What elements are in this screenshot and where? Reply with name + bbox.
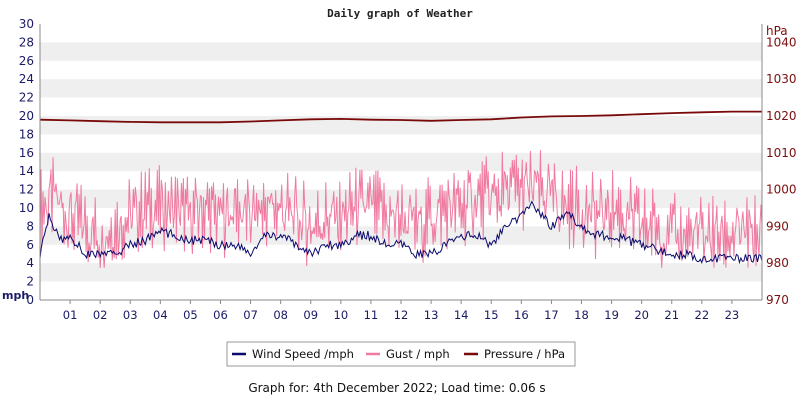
right-tick-label: 990: [766, 219, 789, 233]
x-tick-label: 22: [695, 308, 710, 322]
grid-band: [40, 42, 762, 61]
x-tick-label: 16: [514, 308, 529, 322]
legend-label-pressure: Pressure / hPa: [484, 347, 565, 361]
grid-band: [40, 263, 762, 282]
left-tick-label: 22: [19, 91, 34, 105]
series-pressure-line: [39, 110, 762, 124]
x-tick-label: 03: [123, 308, 138, 322]
series-gust-line: [39, 150, 763, 268]
left-tick-label: 8: [26, 219, 34, 233]
right-axis-unit: hPa: [766, 24, 788, 38]
legend-label-wind: Wind Speed /mph: [252, 347, 354, 361]
legend-label-gust: Gust / mph: [386, 347, 450, 361]
left-tick-label: 0: [26, 293, 34, 307]
left-tick-label: 4: [26, 256, 34, 270]
x-tick-label: 06: [213, 308, 228, 322]
x-tick-label: 21: [664, 308, 679, 322]
right-tick-label: 1000: [766, 183, 797, 197]
x-tick-label: 01: [63, 308, 78, 322]
grid-band: [40, 79, 762, 98]
left-tick-label: 24: [19, 72, 34, 86]
x-tick-label: 05: [183, 308, 198, 322]
left-axis-unit: mph: [2, 289, 29, 302]
x-tick-label: 13: [424, 308, 439, 322]
left-tick-label: 12: [19, 183, 34, 197]
x-tick-label: 09: [303, 308, 318, 322]
grid-band: [40, 116, 762, 135]
right-tick-label: 980: [766, 256, 789, 270]
series-wind-line: [39, 200, 763, 265]
footer-text: Graph for: 4th December 2022; Load time:…: [248, 381, 545, 395]
x-tick-label: 02: [93, 308, 108, 322]
x-tick-label: 04: [153, 308, 168, 322]
left-tick-label: 30: [19, 17, 34, 31]
x-tick-label: 19: [604, 308, 619, 322]
x-tick-label: 12: [394, 308, 409, 322]
x-tick-label: 14: [454, 308, 469, 322]
x-tick-label: 10: [334, 308, 349, 322]
grid-band: [40, 152, 762, 172]
x-tick-label: 17: [544, 308, 559, 322]
left-tick-label: 2: [26, 275, 34, 289]
x-tick-label: 23: [725, 308, 740, 322]
x-tick-label: 11: [364, 308, 379, 322]
left-tick-label: 16: [19, 146, 34, 160]
x-tick-label: 18: [574, 308, 589, 322]
right-tick-label: 1020: [766, 109, 797, 123]
x-tick-label: 15: [484, 308, 499, 322]
left-tick-label: 10: [19, 201, 34, 215]
right-tick-label: 970: [766, 293, 789, 307]
legend: Wind Speed /mph Gust / mph Pressure / hP…: [226, 341, 576, 367]
x-tick-label: 20: [634, 308, 649, 322]
x-tick-label: 08: [273, 308, 288, 322]
left-tick-label: 6: [26, 238, 34, 252]
left-tick-label: 26: [19, 54, 34, 68]
chart-title: Daily graph of Weather: [327, 7, 473, 20]
right-tick-label: 1040: [766, 35, 797, 49]
x-tick-label: 07: [243, 308, 258, 322]
right-tick-label: 1010: [766, 146, 797, 160]
left-tick-label: 20: [19, 109, 34, 123]
right-tick-label: 1030: [766, 72, 797, 86]
left-tick-label: 18: [19, 127, 34, 141]
left-tick-label: 14: [19, 164, 34, 178]
left-tick-label: 28: [19, 35, 34, 49]
